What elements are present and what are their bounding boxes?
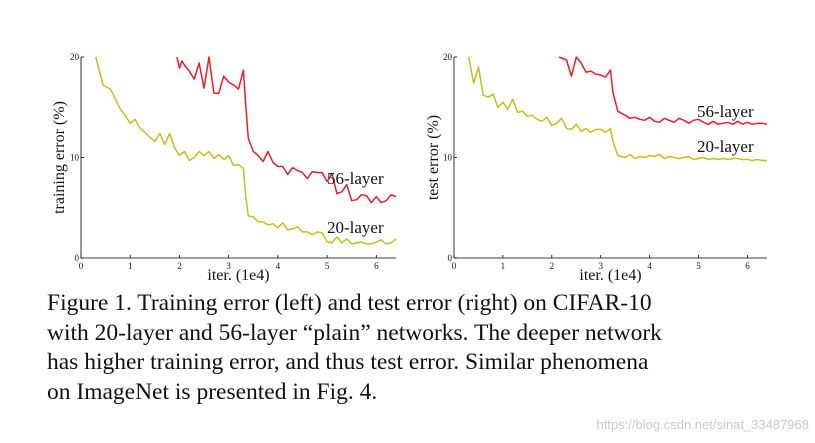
caption-line: has higher training error, and thus test… <box>47 349 649 375</box>
series-line-56-layer <box>176 56 397 204</box>
y-tick-label: 0 <box>448 253 453 263</box>
series-label: 56-layer <box>327 169 384 188</box>
series-label: 20-layer <box>697 137 754 156</box>
y-tick-label: 0 <box>75 253 80 263</box>
x-tick-label: 5 <box>325 261 330 271</box>
x-tick-label: 0 <box>79 261 84 271</box>
x-tick-label: 4 <box>647 261 652 271</box>
series-line-20-layer <box>95 56 397 245</box>
caption-line: on ImageNet is presented in Fig. 4. <box>47 378 378 405</box>
series-label: 20-layer <box>327 218 384 237</box>
x-tick-label: 1 <box>128 261 133 271</box>
y-tick-label: 20 <box>70 52 80 62</box>
training-error-chart: 0 1 2 3 4 5 6 0 10 20 iter. (1e4) training error (%… <box>51 52 397 284</box>
x-axis-label: iter. (1e4) <box>207 267 269 284</box>
figure-caption: Figure 1. Training error (left) and test… <box>47 289 787 407</box>
y-axis-label: training error (%) <box>51 101 68 214</box>
x-tick-label: 1 <box>501 261 506 271</box>
x-tick-label: 3 <box>598 261 603 271</box>
series-line-20-layer <box>467 56 767 162</box>
series-line-56-layer <box>558 56 768 126</box>
y-tick-label: 10 <box>443 153 453 163</box>
x-tick-label: 6 <box>745 261 750 271</box>
x-tick-label: 2 <box>177 261 182 271</box>
caption-line: Figure 1. Training error (left) and test… <box>47 290 652 316</box>
caption-line: with 20-layer and 56-layer “plain” netwo… <box>47 319 662 346</box>
y-axis-label: test error (%) <box>425 115 442 200</box>
series-label: 56-layer <box>697 102 754 121</box>
x-tick-label: 2 <box>550 261 555 271</box>
watermark-text: https://blog.csdn.net/sinat_33487968 <box>596 417 810 432</box>
y-tick-label: 10 <box>70 153 80 163</box>
test-error-chart: 0 1 2 3 4 5 6 0 10 20 iter. (1e4) test error (%) 56-… <box>425 52 768 284</box>
x-tick-label: 5 <box>696 261 701 271</box>
x-tick-label: 4 <box>276 261 281 271</box>
x-tick-label: 0 <box>452 261 457 271</box>
y-tick-label: 20 <box>443 52 453 62</box>
x-tick-label: 6 <box>374 261 379 271</box>
x-axis-label: iter. (1e4) <box>579 267 641 284</box>
x-tick-label: 3 <box>226 261 231 271</box>
